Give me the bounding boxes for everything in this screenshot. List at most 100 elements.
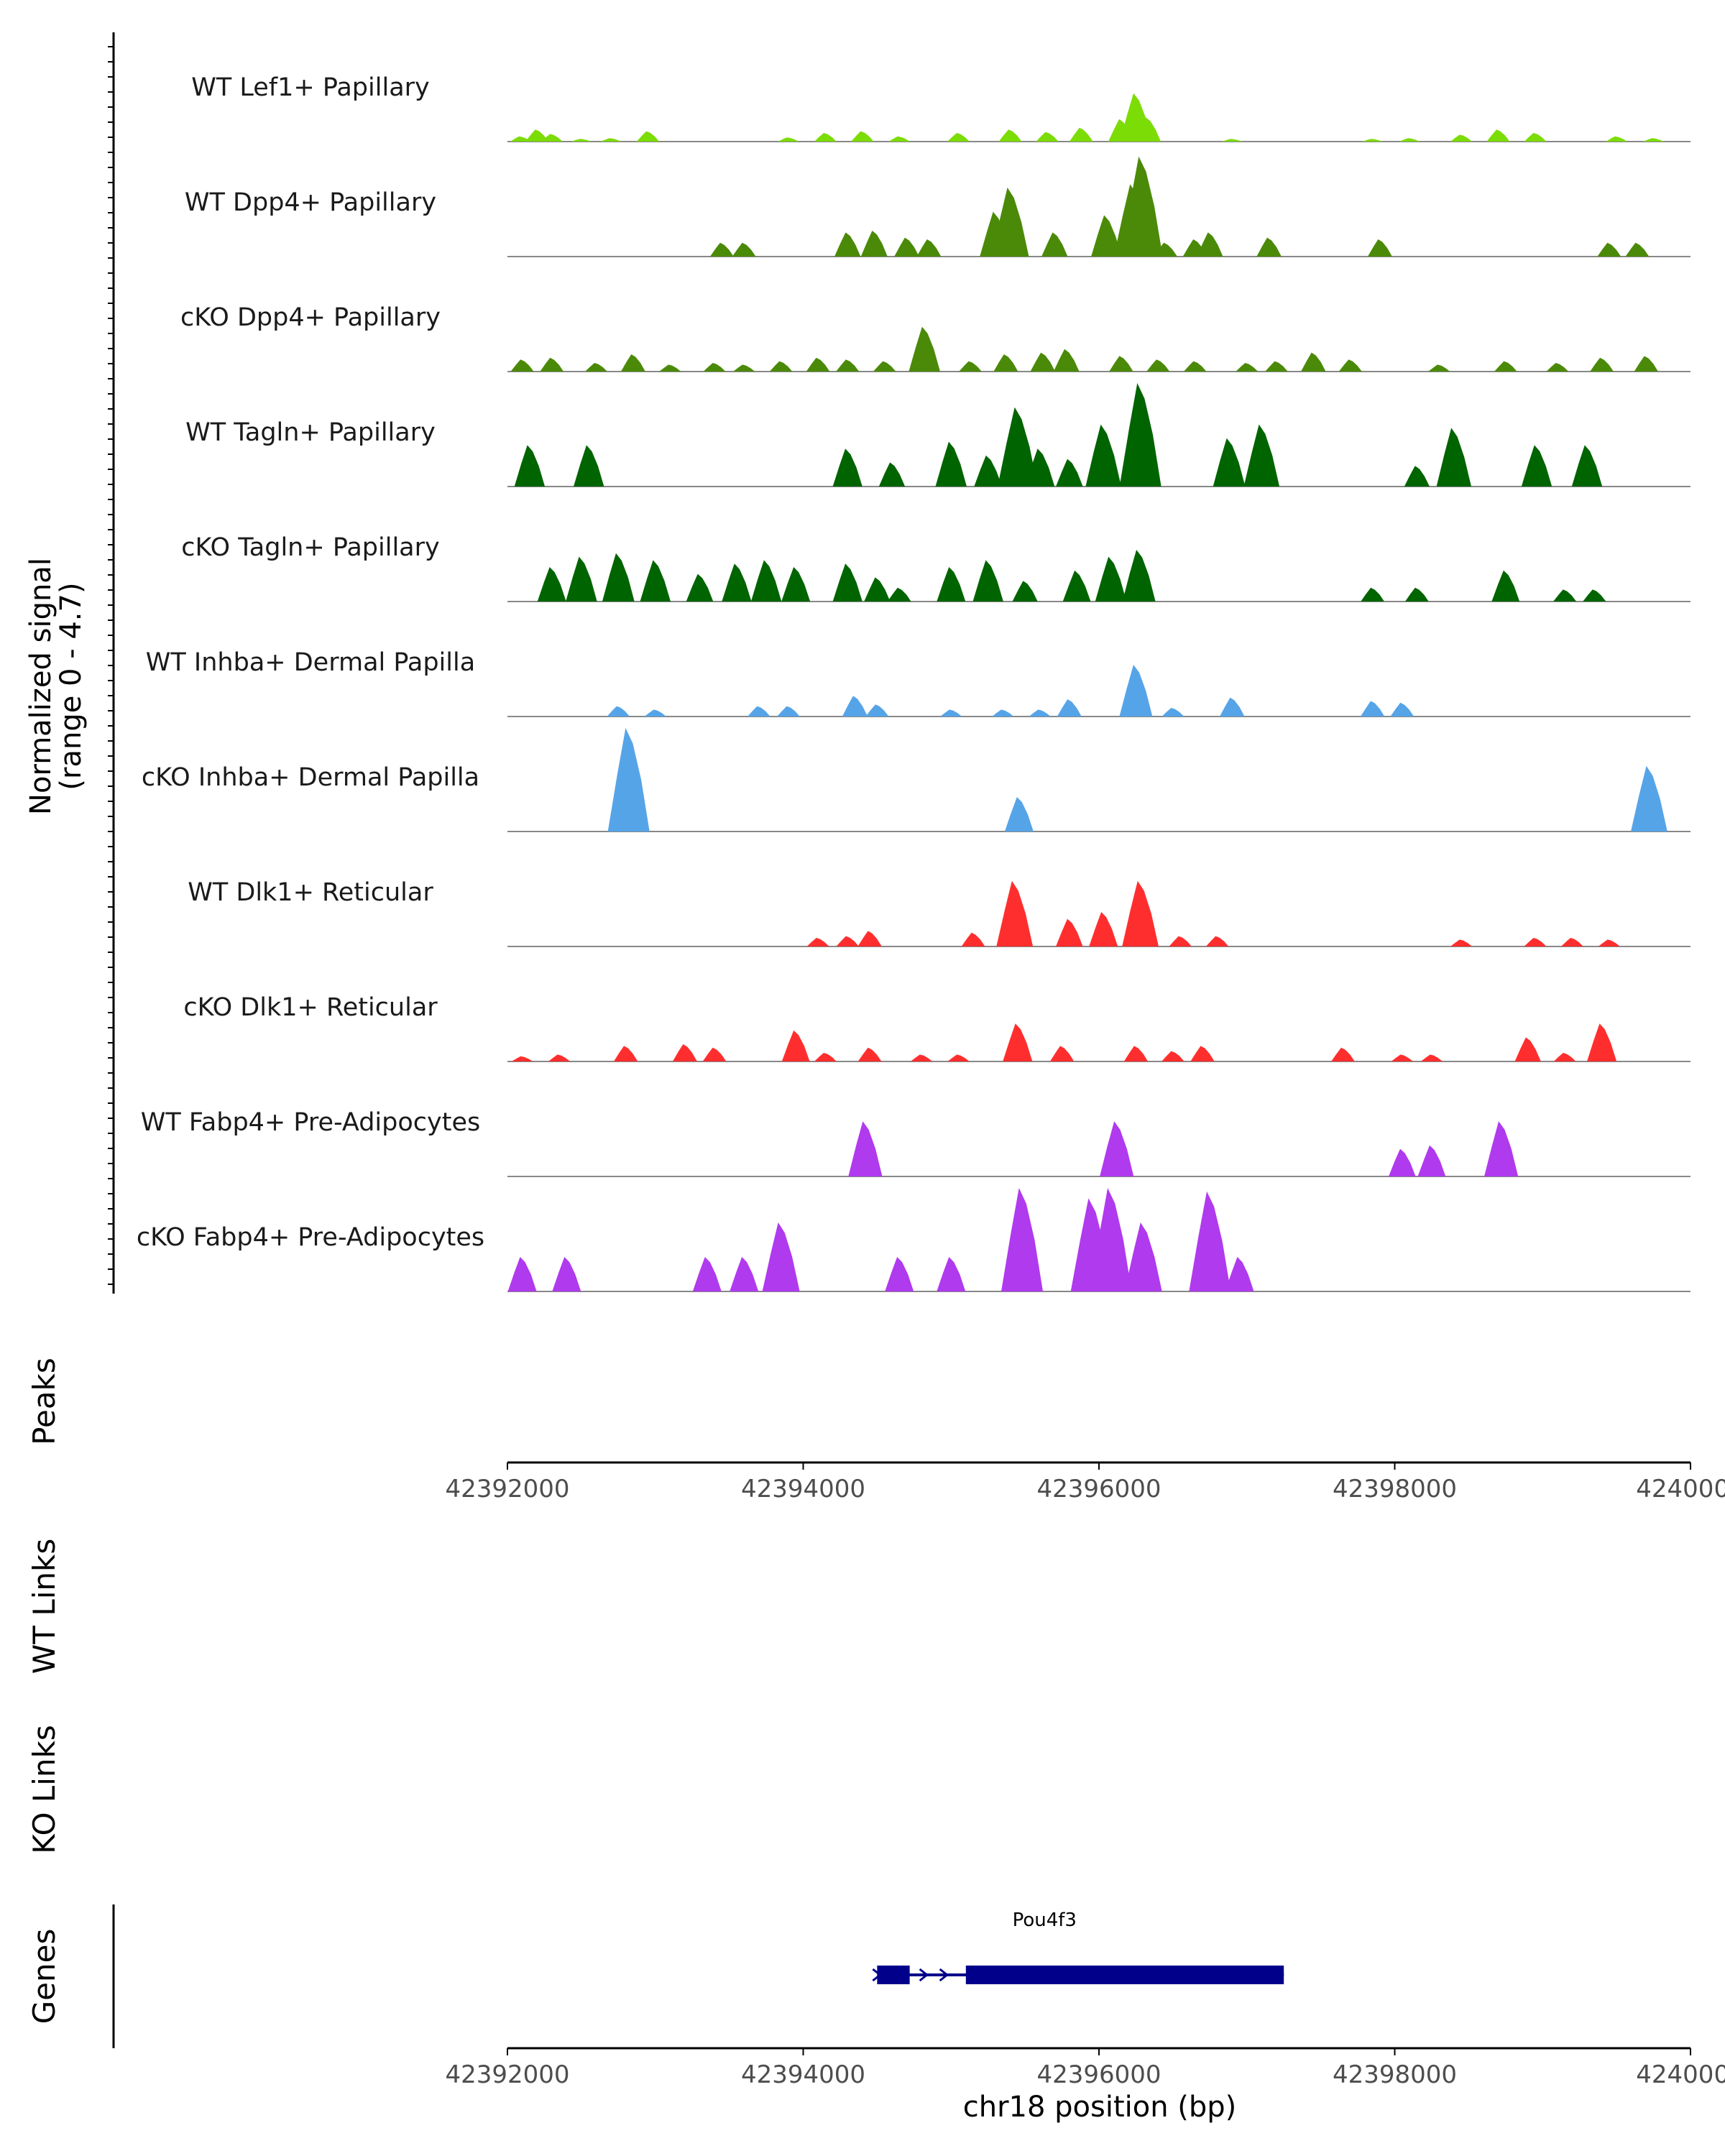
peaks-x-axis: 42392000 42394000 42396000 42398000 4240000 xyxy=(445,1461,1725,1503)
coverage-peak xyxy=(1243,424,1280,487)
coverage-peak xyxy=(566,556,597,602)
coverage-peak xyxy=(878,462,906,487)
coverage-peak xyxy=(540,134,563,142)
coverage-peak xyxy=(832,563,862,602)
coverage-peak xyxy=(857,1047,882,1061)
coverage-peak xyxy=(1399,138,1420,142)
coverage-peak xyxy=(525,129,549,142)
coverage-peak xyxy=(947,133,970,142)
coverage-peak xyxy=(1123,1046,1149,1061)
coverage-peak xyxy=(1560,938,1583,946)
coverage-peak xyxy=(1428,364,1450,372)
ko-links-panel-label: KO Links xyxy=(27,1725,62,1854)
track-6: cKO Inhba+ Dermal Papilla xyxy=(142,728,1690,832)
coverage-peak xyxy=(832,448,862,487)
track-label: cKO Dpp4+ Papillary xyxy=(180,303,441,332)
coverage-peak xyxy=(1236,363,1259,372)
coverage-peak xyxy=(1484,1121,1519,1176)
coverage-peak xyxy=(1100,1121,1134,1176)
track-2: cKO Dpp4+ Papillary xyxy=(180,303,1690,372)
coverage-peak xyxy=(1571,445,1603,487)
coverage-peak xyxy=(600,138,622,142)
coverage-peak xyxy=(1436,428,1471,487)
coverage-peak xyxy=(781,1030,810,1061)
track-0: WT Lef1+ Papillary xyxy=(191,73,1690,142)
coverage-peak xyxy=(1146,359,1170,372)
coverage-peak xyxy=(585,363,607,372)
coverage-peak xyxy=(507,1257,537,1291)
strand-arrow xyxy=(919,1968,929,1982)
coverage-peak xyxy=(1189,1191,1231,1291)
coverage-peak xyxy=(1405,587,1429,602)
coverage-peak xyxy=(1122,880,1159,946)
coverage-peak xyxy=(540,357,564,372)
coverage-peak xyxy=(1221,139,1243,142)
x-tick-label: 42392000 xyxy=(445,2060,569,2089)
coverage-peak xyxy=(510,136,532,142)
coverage-peak xyxy=(991,188,1029,257)
y-axis-label-line2: (range 0 - 4.7) xyxy=(55,582,88,790)
coverage-peak xyxy=(1095,556,1127,602)
coverage-peak xyxy=(998,407,1038,487)
coverage-peak xyxy=(1338,359,1362,372)
coverage-peak xyxy=(806,357,830,372)
coverage-peak xyxy=(748,706,770,717)
coverage-peak xyxy=(1521,445,1552,487)
coverage-peak xyxy=(602,553,635,602)
tracks-y-axis xyxy=(108,32,115,1294)
coverage-peak xyxy=(1420,1054,1443,1061)
coverage-peak xyxy=(940,709,962,717)
track-label: cKO Inhba+ Dermal Papilla xyxy=(142,763,479,792)
x-axis-label: chr18 position (bp) xyxy=(963,2091,1237,2124)
coverage-peak xyxy=(1450,939,1473,946)
coverage-peak xyxy=(1524,133,1547,142)
coverage-peak xyxy=(607,706,630,717)
coverage-peak xyxy=(762,1222,800,1291)
coverage-peak xyxy=(993,354,1018,372)
coverage-peak xyxy=(613,1046,638,1061)
coverage-peak xyxy=(1597,242,1622,257)
coverage-peak xyxy=(1091,215,1122,257)
coverage-peak xyxy=(722,563,752,602)
track-label: WT Tagln+ Papillary xyxy=(185,418,436,447)
coverage-peak xyxy=(1122,550,1156,602)
coverage-peak xyxy=(1190,1046,1215,1061)
track-5: WT Inhba+ Dermal Papilla xyxy=(146,648,1690,717)
coverage-peak xyxy=(552,1257,581,1291)
coverage-peak xyxy=(888,136,911,142)
coverage-peak xyxy=(1590,357,1614,372)
genes-panel-label: Genes xyxy=(27,1929,62,2024)
coverage-peak xyxy=(937,567,966,602)
coverage-peak xyxy=(781,567,811,602)
coverage-peak xyxy=(1162,1051,1184,1061)
y-axis-label-line1: Normalized signal xyxy=(24,558,58,815)
coverage-peak xyxy=(1119,383,1162,487)
coverage-peak xyxy=(1056,918,1083,946)
coverage-peak xyxy=(959,361,982,372)
coverage-peak xyxy=(908,326,940,372)
track-label: WT Fabp4+ Pre-Adipocytes xyxy=(141,1108,480,1137)
coverage-peak xyxy=(1360,701,1385,717)
coverage-peak xyxy=(998,129,1022,142)
coverage-peak xyxy=(548,1054,571,1061)
coverage-peak xyxy=(1154,242,1177,257)
track-label: WT Inhba+ Dermal Papilla xyxy=(146,648,475,677)
coverage-peak xyxy=(659,364,681,372)
coverage-peak xyxy=(887,587,911,602)
coverage-peak xyxy=(510,359,534,372)
coverage-peak xyxy=(857,931,882,946)
coverage-peak xyxy=(814,133,837,142)
coverage-peak xyxy=(848,1121,883,1176)
track-3: WT Tagln+ Papillary xyxy=(185,383,1690,487)
coverage-peak xyxy=(1643,138,1665,142)
x-tick-label: 42398000 xyxy=(1333,1475,1457,1503)
coverage-peak xyxy=(1109,356,1133,372)
coverage-peak xyxy=(885,1257,914,1291)
coverage-peak xyxy=(1553,589,1577,602)
coverage-peak xyxy=(865,704,889,717)
coverage-peak xyxy=(702,1047,727,1061)
coverage-peak xyxy=(733,364,755,372)
peaks-panel-label: Peaks xyxy=(27,1358,62,1445)
coverage-peak xyxy=(1169,936,1192,946)
coverage-peak xyxy=(574,445,604,487)
